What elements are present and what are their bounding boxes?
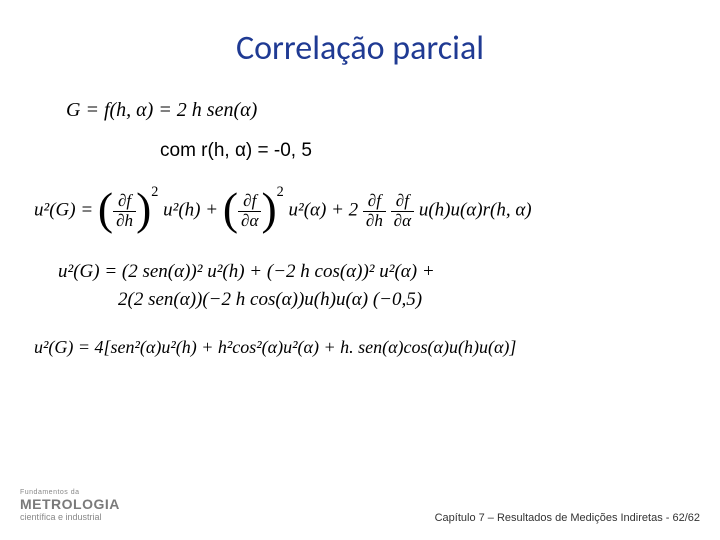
footer-tag: científica e industrial [20,512,120,522]
open-paren-1: ( [98,191,113,227]
correlation-note: com r(h, α) = -0, 5 [160,140,690,162]
final-text: u²(G) = 4[sen²(α)u²(h) + h²cos²(α)u²(α) … [34,337,516,357]
num3a: ∂f [368,191,381,210]
den3b: ∂α [394,211,411,230]
equation-final: u²(G) = 4[sen²(α)u²(h) + h²cos²(α)u²(α) … [34,337,690,358]
exp-l1: u²(G) = (2 sen(α))² u²(h) + (−2 h cos(α)… [58,261,435,282]
t2-rest: u²(α) + 2 [289,200,359,221]
equation-uncertainty-general: u²(G) = (∂f∂h)2 u²(h) + (∂f∂α)2 u²(α) + … [34,192,690,231]
den2: ∂α [241,211,258,230]
equation-expanded-line2: 2(2 sen(α))(−2 h cos(α))u(h)u(α) (−0,5) [118,289,690,311]
open-paren-2: ( [223,191,238,227]
footer-brand: Fundamentos da METROLOGIA científica e i… [20,489,120,522]
equation-definition-text: G = f(h, α) = 2 h sen(α) [66,99,257,121]
t1-rest: u²(h) + [163,200,218,221]
dfda-fraction-2: ∂f∂α [391,192,414,231]
dfdh-fraction-1: ∂f∂h [113,192,136,231]
footer-chapter: Capítulo 7 – Resultados de Medições Indi… [435,512,700,524]
eq-lhs: u²(G) = [34,200,93,221]
num1: ∂f [118,191,131,210]
close-paren-1: ) [136,191,151,227]
sq2: 2 [277,184,284,200]
den1: ∂h [116,211,133,230]
num2: ∂f [243,191,256,210]
footer-brand-text: METROLOGIA [20,496,120,512]
exp-l2: 2(2 sen(α))(−2 h cos(α))u(h)u(α) (−0,5) [118,289,422,310]
footer-small: Fundamentos da [20,489,120,496]
dfda-fraction-1: ∂f∂α [238,192,261,231]
equation-expanded-line1: u²(G) = (2 sen(α))² u²(h) + (−2 h cos(α)… [58,261,690,283]
sq1: 2 [151,184,158,200]
dfdh-fraction-2: ∂f∂h [363,192,386,231]
slide-container: Correlação parcial G = f(h, α) = 2 h sen… [0,0,720,540]
den3a: ∂h [366,211,383,230]
t3-rest: u(h)u(α)r(h, α) [419,200,532,221]
close-paren-2: ) [261,191,276,227]
equation-definition: G = f(h, α) = 2 h sen(α) [66,99,690,122]
num3b: ∂f [396,191,409,210]
slide-title: Correlação parcial [30,28,690,69]
